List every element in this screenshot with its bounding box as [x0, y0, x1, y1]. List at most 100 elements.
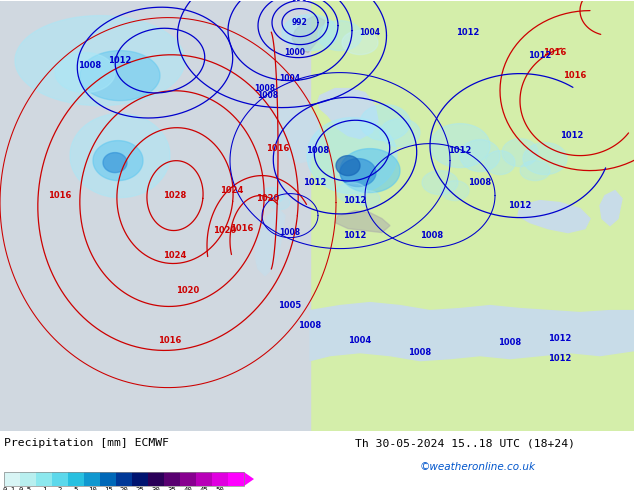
Text: 1012: 1012 [344, 231, 366, 240]
Bar [180, 472, 196, 486]
Polygon shape [292, 16, 325, 52]
Polygon shape [315, 0, 370, 106]
Polygon shape [502, 139, 538, 167]
Text: 45: 45 [200, 487, 209, 490]
Polygon shape [282, 15, 338, 50]
Polygon shape [460, 140, 500, 171]
Text: 1008: 1008 [469, 178, 491, 187]
Polygon shape [520, 161, 550, 181]
Bar [212, 472, 228, 486]
Polygon shape [272, 106, 320, 163]
Polygon shape [523, 143, 567, 174]
Polygon shape [270, 196, 290, 210]
Polygon shape [80, 50, 160, 100]
Text: 1012: 1012 [560, 131, 584, 140]
Text: 1012: 1012 [303, 178, 327, 187]
Polygon shape [360, 104, 410, 141]
Polygon shape [340, 159, 376, 187]
Bar [100, 472, 116, 486]
Text: 1008: 1008 [420, 231, 444, 240]
Polygon shape [15, 16, 185, 106]
Text: 1008: 1008 [254, 84, 276, 93]
Text: 0.5: 0.5 [18, 487, 31, 490]
Polygon shape [310, 0, 634, 431]
Polygon shape [103, 152, 127, 172]
Bar [52, 472, 68, 486]
Text: 1020: 1020 [256, 194, 280, 203]
Polygon shape [340, 148, 400, 193]
Text: 20: 20 [120, 487, 128, 490]
Text: 0.1: 0.1 [3, 487, 15, 490]
Text: 1012: 1012 [548, 334, 572, 343]
Polygon shape [283, 5, 320, 66]
Text: ©weatheronline.co.uk: ©weatheronline.co.uk [420, 462, 536, 472]
Text: 1016: 1016 [266, 144, 290, 153]
Text: 1016: 1016 [48, 191, 72, 200]
Text: 10: 10 [87, 487, 96, 490]
Text: 40: 40 [184, 487, 192, 490]
Bar [228, 472, 244, 486]
Polygon shape [244, 472, 254, 486]
Text: 996: 996 [292, 0, 308, 3]
Bar [132, 472, 148, 486]
Text: 1016: 1016 [230, 224, 254, 233]
Polygon shape [342, 30, 378, 54]
Text: 1024: 1024 [164, 251, 186, 260]
Text: 15: 15 [103, 487, 112, 490]
Polygon shape [70, 114, 170, 197]
Text: 1012: 1012 [448, 146, 472, 155]
Polygon shape [318, 89, 378, 139]
Bar [116, 472, 132, 486]
Polygon shape [307, 118, 397, 194]
Polygon shape [255, 209, 285, 275]
Text: 35: 35 [167, 487, 176, 490]
Polygon shape [238, 152, 255, 175]
Bar [164, 472, 180, 486]
Text: 1008: 1008 [257, 91, 278, 100]
Text: 1008: 1008 [306, 146, 330, 155]
Text: 1016: 1016 [564, 71, 586, 80]
Polygon shape [93, 141, 143, 181]
Text: 1008: 1008 [299, 321, 321, 330]
Polygon shape [337, 183, 367, 202]
Polygon shape [55, 52, 115, 93]
Text: 50: 50 [216, 487, 224, 490]
Text: 1020: 1020 [176, 286, 200, 295]
Polygon shape [356, 191, 380, 207]
Text: 1016: 1016 [543, 48, 567, 57]
Text: 2: 2 [58, 487, 62, 490]
Bar [4, 472, 20, 486]
Bar [196, 472, 212, 486]
Polygon shape [335, 211, 390, 233]
Text: 1012: 1012 [548, 354, 572, 363]
Text: 1008: 1008 [79, 61, 101, 70]
Polygon shape [441, 181, 469, 200]
Text: 1012: 1012 [528, 51, 552, 60]
Text: 1012: 1012 [344, 196, 366, 205]
Polygon shape [308, 91, 320, 116]
Text: 1012: 1012 [456, 28, 480, 37]
Text: 992: 992 [292, 18, 308, 27]
Text: 1016: 1016 [158, 336, 182, 345]
Polygon shape [245, 106, 278, 171]
Text: 1024: 1024 [220, 186, 243, 195]
Polygon shape [380, 119, 420, 147]
Polygon shape [0, 0, 90, 91]
Text: 1: 1 [42, 487, 46, 490]
Text: 1005: 1005 [278, 301, 302, 310]
Polygon shape [485, 150, 515, 174]
Text: 25: 25 [136, 487, 145, 490]
Text: 1012: 1012 [108, 56, 132, 65]
Text: Precipitation [mm] ECMWF: Precipitation [mm] ECMWF [4, 438, 169, 448]
Bar [36, 472, 52, 486]
Text: 1008: 1008 [498, 338, 522, 347]
Polygon shape [318, 21, 362, 50]
Polygon shape [310, 303, 634, 361]
Text: 1020: 1020 [214, 226, 236, 235]
Polygon shape [200, 11, 255, 50]
Text: 1008: 1008 [408, 348, 432, 357]
Bar [4, 472, 244, 486]
Bar [84, 472, 100, 486]
Polygon shape [600, 191, 622, 225]
Text: 1004: 1004 [280, 74, 301, 83]
